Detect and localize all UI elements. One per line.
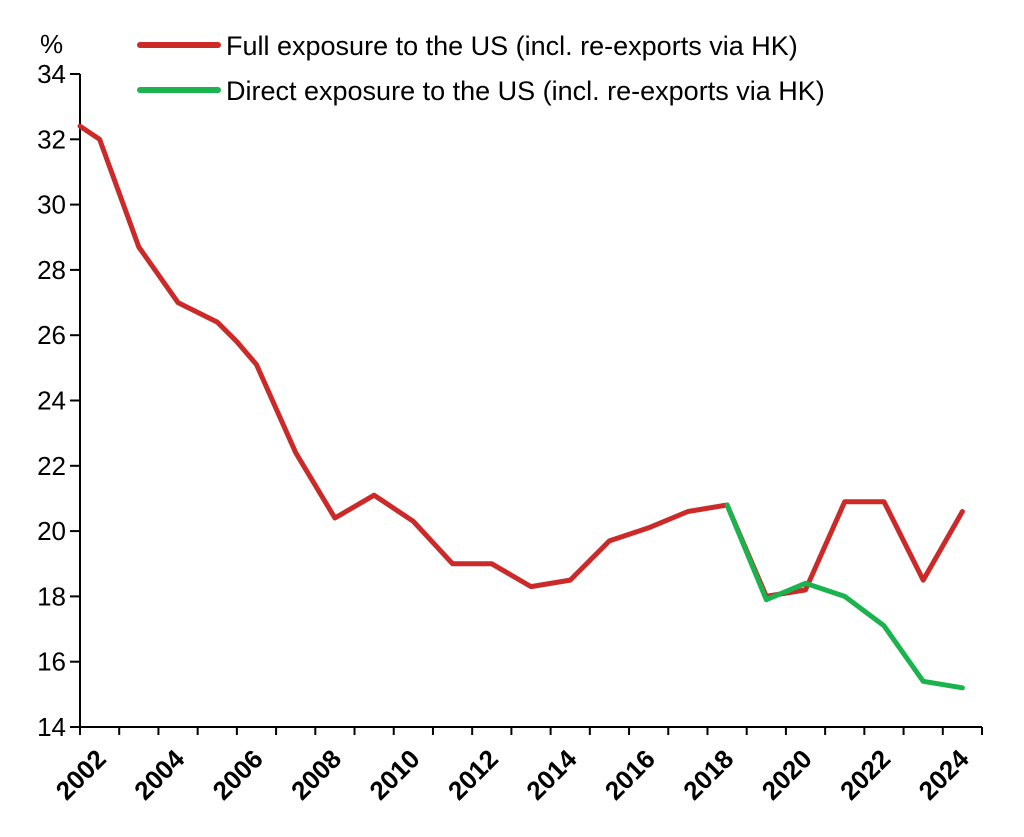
y-axis-unit-label: %: [40, 29, 63, 59]
x-tick-label: 2006: [207, 744, 269, 806]
x-tick-label: 2012: [442, 744, 504, 806]
x-axis: 2002 2004 2006 2008 2010 2012 2014 2016 2018 2020…: [50, 726, 983, 806]
y-tick-label: 30: [37, 190, 66, 220]
x-tick-label: 2016: [599, 744, 661, 806]
x-tick-label: 2004: [128, 743, 190, 805]
y-tick-label: 14: [37, 712, 66, 742]
y-tick-label: 18: [37, 581, 66, 611]
y-tick-label: 28: [37, 255, 66, 285]
plot-area: [77, 123, 965, 691]
series-line-direct-exposure: [724, 502, 965, 691]
series-line-full-exposure: [77, 123, 965, 599]
legend-label: Full exposure to the US (incl. re-export…: [226, 31, 798, 61]
legend: Full exposure to the US (incl. re-export…: [137, 31, 825, 106]
y-tick-label: 22: [37, 451, 66, 481]
x-tick-label: 2024: [912, 743, 974, 805]
x-tick-label: 2008: [285, 744, 347, 806]
legend-label: Direct exposure to the US (incl. re-expo…: [226, 76, 825, 106]
y-tick-label: 32: [37, 124, 66, 154]
x-tick-label: 2014: [520, 743, 582, 805]
y-axis: 14 16 18 20 22 24 26 28 30 32 34: [37, 59, 81, 742]
x-tick-label: 2018: [677, 744, 739, 806]
y-tick-label: 34: [37, 59, 66, 89]
y-tick-label: 16: [37, 647, 66, 677]
x-tick-label: 2010: [363, 744, 425, 806]
x-tick-label: 2020: [756, 744, 818, 806]
y-tick-label: 20: [37, 516, 66, 546]
y-tick-label: 24: [37, 386, 66, 416]
x-tick-label: 2022: [834, 744, 896, 806]
x-tick-label: 2002: [50, 744, 112, 806]
y-tick-label: 26: [37, 320, 66, 350]
